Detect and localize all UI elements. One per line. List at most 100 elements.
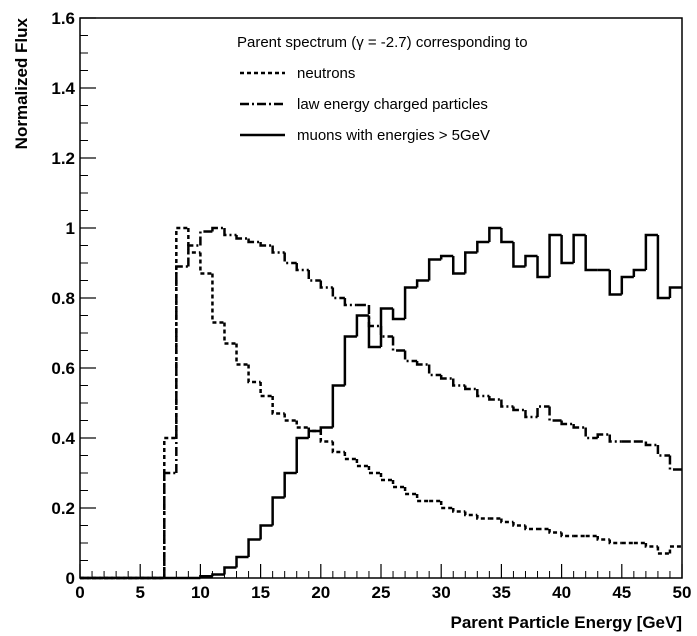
histogram-step: [439, 254, 454, 260]
histogram-step: [596, 433, 610, 438]
histogram-step: [211, 273, 225, 324]
histogram-step: [199, 230, 213, 246]
histogram-step: [415, 279, 430, 288]
histogram-step: [343, 452, 357, 461]
histogram-step: [319, 431, 333, 443]
histogram-step: [283, 252, 297, 265]
histogram-step: [379, 473, 394, 482]
histogram-step: [175, 265, 189, 473]
histogram-step: [211, 226, 225, 232]
x-tick-label: 15: [251, 583, 270, 602]
histogram-step: [524, 410, 538, 419]
histogram-step: [367, 466, 381, 475]
histogram-step: [572, 424, 586, 429]
histogram-step: [560, 235, 574, 265]
histogram-step: [644, 233, 658, 270]
histogram-step: [451, 508, 466, 513]
histogram-step: [247, 364, 261, 384]
histogram-step: [223, 228, 237, 237]
histogram-step: [608, 539, 622, 545]
histogram-step: [476, 515, 490, 520]
histogram-step: [656, 546, 670, 555]
histogram-step: [560, 532, 574, 538]
histogram-step: [247, 238, 261, 244]
x-tick-label: 40: [552, 583, 571, 602]
histogram-step: [259, 242, 273, 247]
histogram-step: [163, 471, 177, 578]
histogram-step: [355, 314, 369, 337]
histogram-step: [548, 406, 562, 422]
histogram-step: [223, 566, 237, 575]
histogram-step: [644, 441, 658, 447]
histogram-step: [439, 375, 454, 380]
y-tick-label: 0.8: [51, 289, 75, 308]
histogram-step: [199, 575, 213, 578]
histogram-step: [524, 525, 538, 531]
histogram-step: [307, 270, 321, 282]
histogram-step: [295, 436, 309, 473]
histogram-step: [476, 389, 490, 398]
histogram-step: [163, 436, 177, 578]
x-tick-label: 50: [673, 583, 692, 602]
histogram-step: [500, 399, 514, 408]
x-axis-title: Parent Particle Energy [GeV]: [451, 613, 682, 632]
histogram-step: [331, 441, 345, 454]
histogram-step: [271, 245, 285, 254]
histogram-step: [464, 511, 478, 517]
histogram-step: [319, 280, 333, 289]
histogram-step: [415, 361, 430, 366]
histogram-step: [668, 545, 682, 554]
histogram-step: [668, 286, 682, 298]
y-tick-label: 1.4: [51, 79, 75, 98]
histogram-step: [608, 434, 622, 443]
histogram-step: [584, 235, 598, 272]
legend-label: law energy charged particles: [297, 96, 488, 113]
histogram-step: [488, 396, 502, 401]
y-tick-label: 0.4: [51, 429, 75, 448]
histogram-step: [548, 529, 562, 534]
legend-label: neutrons: [297, 65, 355, 82]
histogram-step: [283, 471, 297, 498]
histogram-step: [512, 242, 526, 268]
histogram-step: [343, 298, 357, 307]
histogram-step: [668, 455, 682, 471]
histogram-step: [187, 244, 201, 267]
y-tick-label: 1.6: [51, 9, 75, 28]
histogram-step: [620, 275, 634, 295]
histogram-step: [548, 233, 562, 277]
histogram-step: [355, 459, 369, 468]
y-tick-label: 1: [66, 219, 75, 238]
histogram-step: [644, 543, 658, 548]
histogram-step: [476, 240, 490, 253]
histogram-step: [235, 555, 249, 568]
histogram-step: [403, 286, 418, 319]
histogram-step: [295, 263, 309, 272]
x-tick-label: 25: [372, 583, 391, 602]
histogram-step: [295, 420, 309, 429]
histogram-step: [560, 420, 574, 426]
histogram-step: [391, 336, 406, 352]
histogram-step: [464, 251, 478, 274]
histogram-step: [211, 573, 225, 577]
histogram-step: [259, 382, 273, 398]
y-tick-label: 0.6: [51, 359, 75, 378]
histogram-step: [403, 487, 418, 496]
histogram-step: [500, 518, 514, 524]
histogram-step: [271, 496, 285, 526]
histogram-step: [331, 384, 345, 428]
legend-title: Parent spectrum (γ = -2.7) corresponding…: [237, 34, 528, 51]
histogram-step: [415, 494, 430, 503]
histogram-step: [500, 228, 514, 244]
x-tick-label: 10: [191, 583, 210, 602]
histogram-step: [235, 343, 249, 366]
histogram-step: [608, 270, 622, 296]
histogram-step: [271, 396, 285, 415]
histogram-step: [584, 427, 598, 440]
x-tick-label: 5: [135, 583, 144, 602]
histogram-step: [307, 429, 321, 438]
histogram-step: [656, 445, 670, 457]
histogram-step: [451, 378, 466, 387]
histogram-step: [656, 235, 670, 300]
